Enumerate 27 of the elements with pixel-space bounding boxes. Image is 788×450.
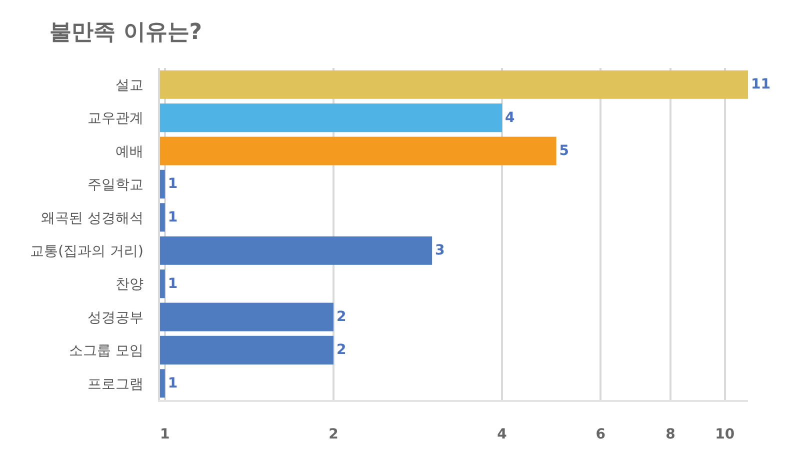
x-tick-label: 2 — [328, 426, 338, 443]
data-label: 1 — [168, 176, 178, 192]
data-label: 11 — [751, 76, 770, 93]
y-tick-label: 소그룹 모임 — [68, 343, 144, 360]
data-label: 2 — [336, 309, 346, 325]
data-label: 3 — [435, 242, 445, 259]
y-tick-label: 찬양 — [115, 276, 144, 293]
y-tick-label: 설교 — [115, 78, 144, 94]
y-tick-label: 예배 — [115, 144, 144, 160]
data-label: 1 — [168, 276, 178, 292]
chart-title: 불만족 이유는? — [50, 20, 202, 46]
x-tick-label: 8 — [666, 426, 676, 443]
y-tick-label: 프로그램 — [87, 376, 144, 392]
data-label: 4 — [505, 110, 516, 126]
data-label: 1 — [168, 209, 178, 226]
y-tick-label: 교통(집과의 거리) — [30, 244, 144, 260]
y-tick-label: 성경공부 — [87, 310, 144, 326]
data-label: 1 — [168, 375, 178, 392]
x-tick-label: 6 — [596, 426, 606, 443]
data-label: 5 — [559, 143, 570, 159]
x-tick-label: 1 — [160, 426, 170, 443]
y-tick-label: 주일학교 — [87, 177, 144, 194]
y-tick-label: 왜곡된 성경해석 — [40, 210, 144, 226]
x-tick-label: 4 — [497, 426, 508, 443]
x-tick-label: 10 — [715, 426, 735, 443]
data-label: 2 — [336, 342, 346, 358]
y-tick-label: 교우관계 — [87, 110, 144, 127]
